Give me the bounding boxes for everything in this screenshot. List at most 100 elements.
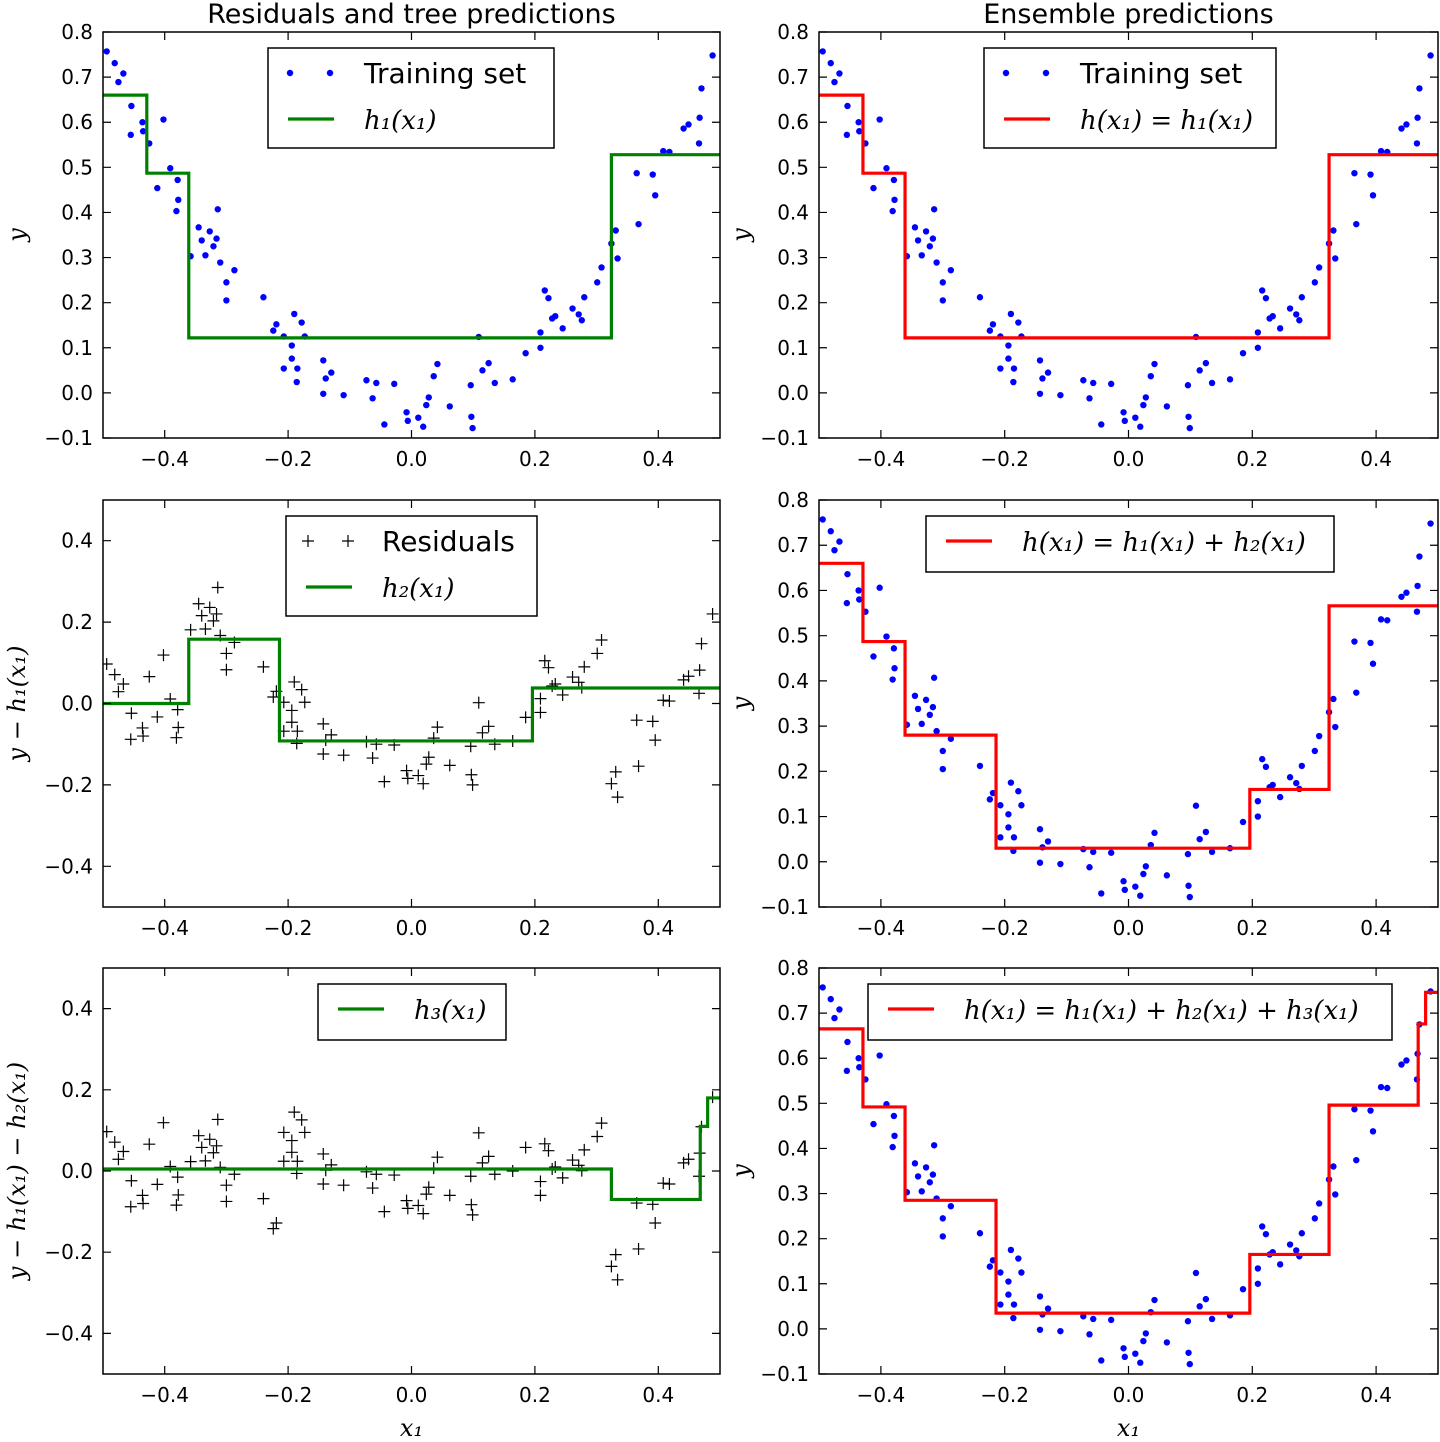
- training-point: [1384, 1084, 1391, 1092]
- training-point: [1005, 811, 1012, 818]
- training-point: [911, 1160, 919, 1167]
- training-point: [1057, 860, 1064, 868]
- residual-point: [611, 791, 624, 804]
- training-point: [695, 140, 703, 147]
- residual-point: [482, 720, 495, 733]
- training-point: [1015, 788, 1022, 795]
- training-point: [1132, 414, 1139, 421]
- training-point: [217, 259, 224, 266]
- training-point: [127, 131, 134, 139]
- legend-box: [867, 983, 1393, 1041]
- residual-point: [288, 1106, 301, 1119]
- y-tick-label: 0.4: [61, 200, 93, 224]
- residual-point: [706, 607, 719, 620]
- training-point: [1414, 114, 1421, 121]
- legend-label-points: Training set: [363, 57, 526, 90]
- training-point: [423, 401, 430, 409]
- training-point: [1192, 1269, 1200, 1277]
- residual-point: [277, 1126, 290, 1139]
- panel-title: Residuals and tree predictions: [207, 0, 615, 30]
- training-point: [1036, 1293, 1044, 1300]
- training-point: [195, 224, 202, 231]
- residual-point: [476, 726, 489, 739]
- training-point: [1311, 747, 1319, 755]
- y-tick-label: 0.5: [61, 155, 93, 179]
- training-point: [223, 279, 230, 286]
- y-tick-label: 0.4: [61, 997, 93, 1021]
- training-point: [1296, 317, 1303, 324]
- x-tick-label: −0.2: [980, 447, 1029, 471]
- training-point: [1039, 375, 1046, 382]
- training-point: [363, 377, 370, 384]
- training-point: [1044, 369, 1052, 376]
- y-tick-label: 0.4: [777, 200, 809, 224]
- residual-point: [192, 1129, 205, 1142]
- residual-point: [443, 1189, 456, 1202]
- residual-point: [195, 1141, 208, 1154]
- training-point: [986, 1263, 994, 1270]
- training-point: [491, 379, 498, 387]
- legend-dot-marker: [326, 69, 334, 77]
- x-tick-label: 0.4: [642, 916, 674, 940]
- x-tick-label: −0.2: [980, 1383, 1029, 1407]
- training-point: [1239, 818, 1247, 826]
- training-point: [381, 421, 388, 428]
- training-point: [1413, 140, 1421, 147]
- training-point: [1276, 325, 1284, 332]
- training-point: [214, 206, 221, 213]
- residual-point: [401, 1202, 414, 1215]
- training-point: [926, 243, 934, 250]
- training-point: [434, 360, 441, 368]
- panel-ensemble-2: −0.4 −0.2 0.0 0.2 0.4 −0.1 0.0 0.1 0.2 0.3 0.4 0.5 0…: [727, 488, 1439, 940]
- training-point: [569, 305, 576, 312]
- training-point: [210, 243, 217, 250]
- training-point: [685, 121, 692, 128]
- training-point: [322, 375, 329, 382]
- training-point: [986, 327, 994, 334]
- training-point: [537, 329, 544, 336]
- training-point: [1018, 1269, 1025, 1276]
- training-point: [929, 235, 937, 242]
- training-point: [1351, 1105, 1358, 1113]
- residual-point: [630, 714, 643, 727]
- training-point: [856, 596, 863, 603]
- residual-point: [566, 671, 579, 684]
- training-point: [1196, 1303, 1203, 1310]
- residual-point: [220, 647, 233, 660]
- residual-point: [211, 581, 224, 594]
- y-tick-label: 0.2: [777, 759, 809, 783]
- residual-point: [657, 694, 670, 707]
- training-point: [373, 379, 380, 387]
- training-point: [1315, 1200, 1323, 1207]
- training-point: [291, 310, 298, 318]
- panel-residuals-2: −0.4 −0.2 0.0 0.2 0.4 −0.4 −0.2 0.0 0.2 0.4 y − h₁…: [3, 499, 721, 940]
- panel-title: Ensemble predictions: [983, 0, 1274, 30]
- training-point: [369, 395, 376, 402]
- training-point: [1010, 1301, 1018, 1308]
- residual-point: [157, 1116, 170, 1129]
- prediction-step-line: [103, 1096, 720, 1202]
- training-point: [1185, 1349, 1192, 1356]
- residual-point: [465, 768, 478, 781]
- y-tick-label: 0.3: [61, 246, 93, 270]
- training-point: [1353, 220, 1360, 228]
- training-point: [1208, 1315, 1216, 1323]
- training-point: [467, 382, 474, 389]
- training-point: [115, 78, 122, 86]
- training-point: [891, 1132, 898, 1140]
- residual-point: [609, 765, 622, 778]
- y-tick-label: 0.5: [777, 155, 809, 179]
- data-points: [103, 48, 716, 432]
- training-point: [926, 711, 934, 719]
- training-point: [930, 1142, 938, 1149]
- y-axis-label: y: [3, 228, 31, 243]
- training-point: [1413, 608, 1421, 615]
- y-tick-label: 0.0: [61, 381, 93, 405]
- training-point: [1369, 660, 1377, 667]
- training-point: [328, 369, 335, 376]
- training-point: [855, 1055, 862, 1062]
- x-tick-label: 0.2: [519, 1383, 551, 1407]
- training-point: [430, 372, 437, 380]
- y-tick-label: 0.0: [61, 1159, 93, 1183]
- residual-point: [534, 1189, 547, 1202]
